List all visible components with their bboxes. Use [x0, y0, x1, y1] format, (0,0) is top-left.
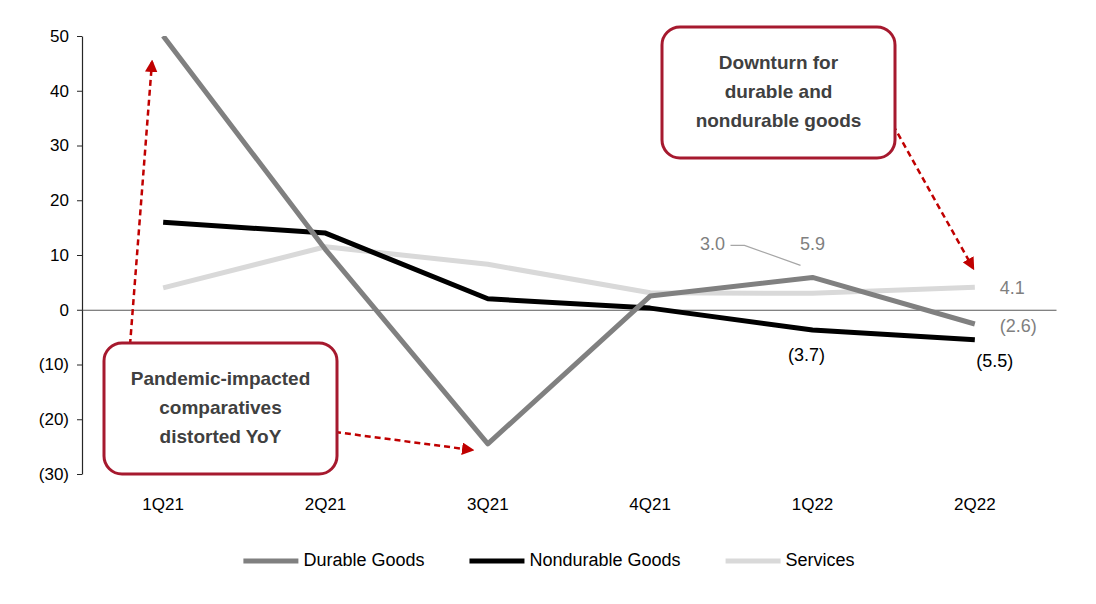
legend-label: Nondurable Goods [529, 550, 680, 570]
x-tick-label: 4Q21 [629, 495, 671, 514]
annotation-text: Downturn for [719, 52, 839, 73]
y-tick: 10 [50, 246, 82, 265]
y-tick-mark [77, 474, 82, 475]
annotation: Downturn for durable and nondurable goods [662, 27, 895, 158]
y-tick: 30 [50, 136, 82, 155]
y-tick-mark [77, 91, 82, 92]
x-tick: 4Q21 [629, 310, 671, 514]
annotation-arrow [893, 125, 973, 268]
y-tick: (10) [39, 355, 82, 374]
legend-item: Nondurable Goods [469, 550, 680, 570]
data-label: (5.5) [976, 351, 1013, 371]
data-label: (2.6) [1000, 316, 1037, 336]
x-tick-label: 3Q21 [467, 495, 509, 514]
x-tick-label: 2Q21 [305, 495, 347, 514]
series-line [163, 247, 975, 294]
y-tick-mark [77, 310, 82, 311]
y-tick: 50 [50, 27, 82, 46]
x-tick-label: 1Q21 [142, 495, 184, 514]
y-tick-mark [77, 365, 82, 366]
data-label: 4.1 [1000, 278, 1025, 298]
x-tick: 1Q22 [792, 310, 834, 514]
annotation-text: Pandemic-impacted [131, 368, 311, 389]
annotation: Pandemic-impacted comparatives distorted Y… [104, 343, 337, 474]
annotation-box [104, 343, 337, 474]
x-axis-line [83, 310, 1057, 311]
annotation-arrow [130, 62, 152, 345]
y-tick-label: (20) [39, 410, 69, 429]
y-tick-label: 40 [50, 82, 69, 101]
x-tick: 3Q21 [467, 310, 509, 514]
y-tick-label: 10 [50, 246, 69, 265]
legend: Durable Goods Nondurable Goods Services [243, 550, 854, 570]
data-label: 5.9 [800, 234, 825, 254]
x-axis: 1Q21 2Q21 3Q21 4Q21 1Q22 2Q22 [83, 310, 1057, 514]
y-tick-label: 50 [50, 27, 69, 46]
data-labels: 5.9 (2.6) (3.7) (5.5) 3.0 4.1 [700, 234, 1037, 371]
y-tick-label: 0 [60, 301, 69, 320]
data-label: 3.0 [700, 234, 725, 254]
legend-swatch [726, 559, 781, 564]
legend-item: Durable Goods [243, 550, 424, 570]
data-label: (3.7) [788, 345, 825, 365]
annotation-text: distorted YoY [160, 426, 282, 447]
annotation-box [662, 27, 895, 158]
y-tick: 40 [50, 82, 82, 101]
leader-line [731, 245, 801, 265]
y-axis: (30) (20) (10) 0 10 20 30 40 50 [39, 27, 83, 484]
legend-label: Durable Goods [303, 550, 424, 570]
legend-item: Services [726, 550, 855, 570]
y-tick-mark [77, 146, 82, 147]
y-tick-label: (10) [39, 355, 69, 374]
y-axis-line [82, 37, 83, 475]
series-line [163, 222, 975, 340]
legend-label: Services [786, 550, 855, 570]
annotation-arrow [335, 432, 472, 450]
y-tick: (30) [39, 465, 82, 484]
y-tick: 20 [50, 191, 82, 210]
y-tick-label: 20 [50, 191, 69, 210]
y-tick-mark [77, 36, 82, 37]
y-tick: (20) [39, 410, 82, 429]
x-tick-label: 2Q22 [954, 495, 996, 514]
y-tick: 0 [60, 301, 82, 320]
annotation-text: durable and [725, 81, 833, 102]
annotation-text: nondurable goods [696, 110, 862, 131]
y-tick-label: 30 [50, 136, 69, 155]
y-tick-mark [77, 200, 82, 201]
legend-swatch [469, 559, 524, 564]
x-tick-label: 1Q22 [792, 495, 834, 514]
legend-swatch [243, 559, 298, 564]
y-tick-mark [77, 419, 82, 420]
y-tick-mark [77, 255, 82, 256]
annotation-text: comparatives [159, 397, 282, 418]
y-tick-label: (30) [39, 465, 69, 484]
chart: (30)(20)(10)010203040501Q212Q213Q214Q211… [0, 0, 1096, 604]
